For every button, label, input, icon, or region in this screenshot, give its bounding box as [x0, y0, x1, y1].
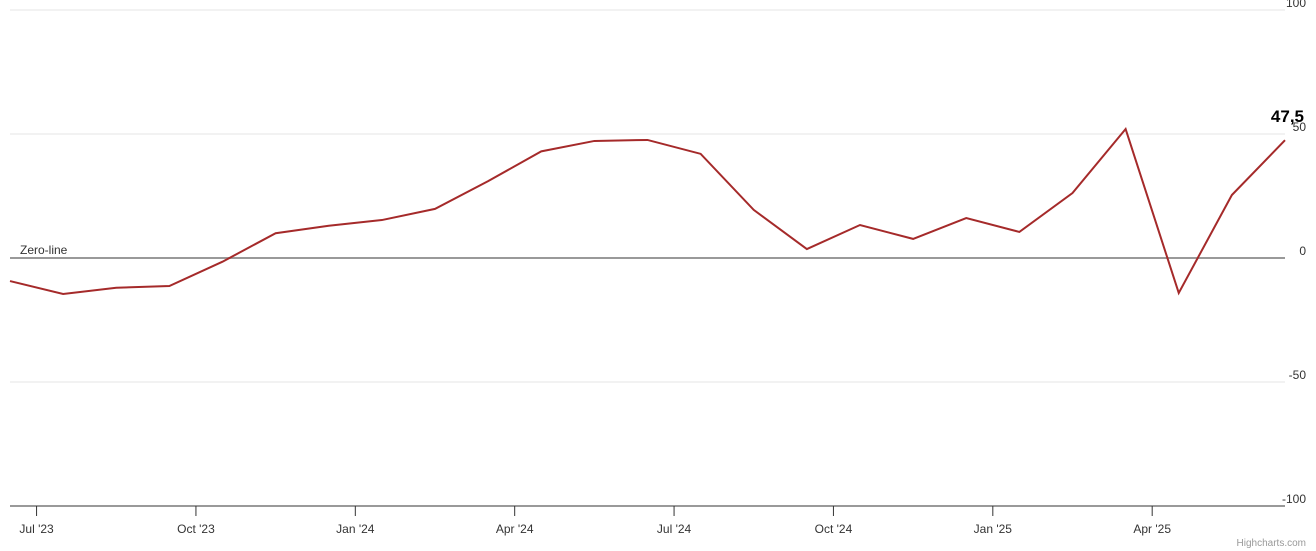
value-label: 47,5 [1271, 107, 1304, 126]
x-tick-label: Jan '25 [974, 522, 1013, 536]
x-tick-label: Apr '25 [1133, 522, 1171, 536]
x-tick-label: Oct '24 [815, 522, 853, 536]
y-tick-label: -100 [1282, 492, 1306, 506]
x-tick-label: Jan '24 [336, 522, 375, 536]
y-tick-label: 50 [1293, 120, 1307, 134]
credits[interactable]: Highcharts.com [1237, 538, 1306, 549]
x-tick-label: Oct '23 [177, 522, 215, 536]
x-tick-label: Jul '23 [19, 522, 54, 536]
y-tick-label: 100 [1286, 0, 1306, 10]
line [9, 127, 1286, 296]
y-tick-label: 0 [1299, 244, 1306, 258]
x-tick-label: Jul '24 [657, 522, 692, 536]
zero-line-label: Zero-line [20, 243, 68, 257]
x-tick-label: Apr '24 [496, 522, 534, 536]
y-tick-label: -50 [1289, 368, 1307, 382]
